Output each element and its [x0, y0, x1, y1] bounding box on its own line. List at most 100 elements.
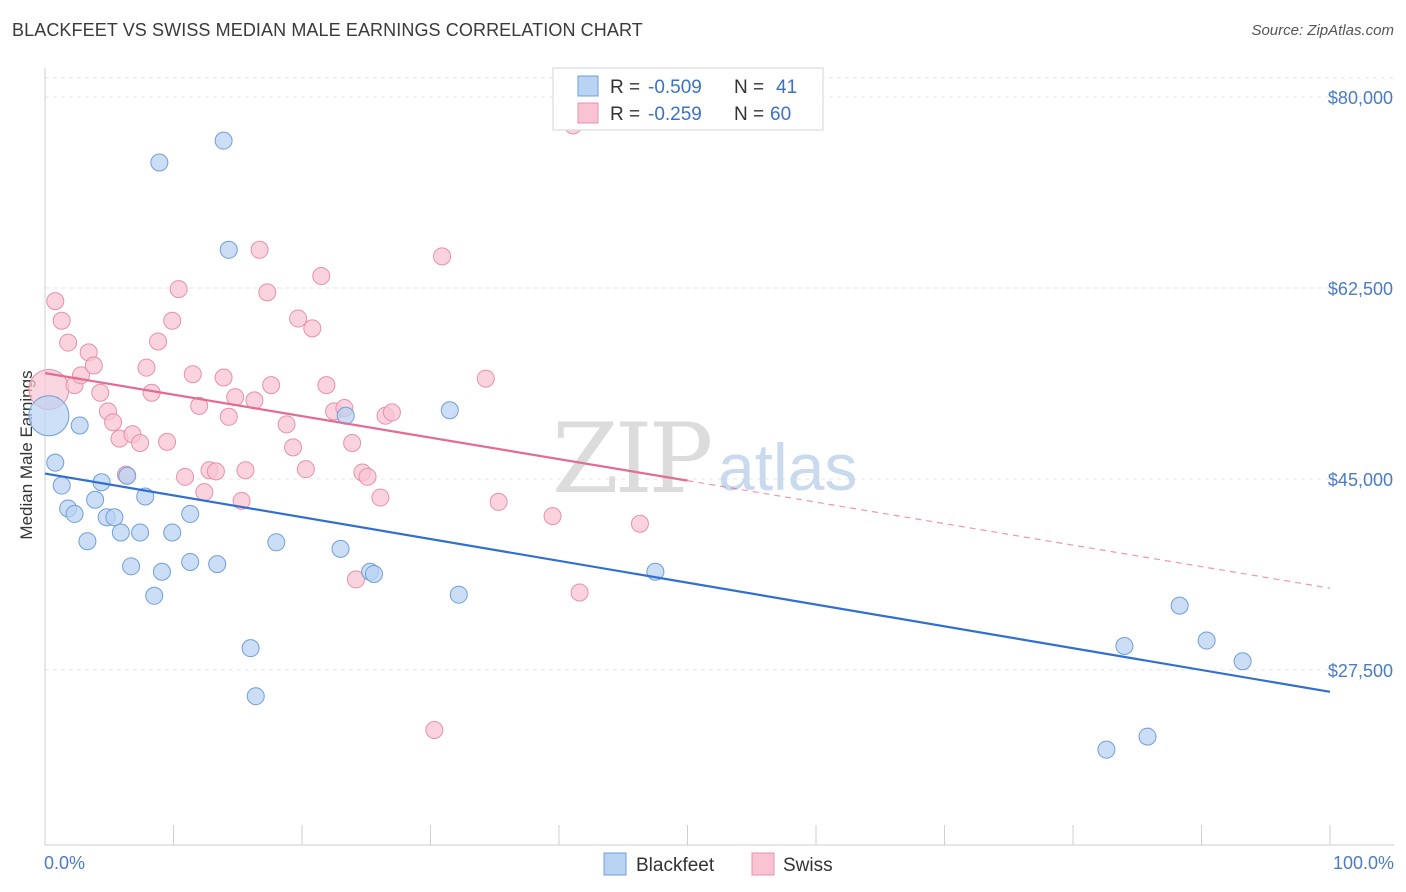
- swiss-point: [214, 368, 233, 387]
- swiss-point: [433, 247, 452, 266]
- legend-n-label-2: N =: [734, 104, 764, 125]
- legend-r-label-2: R =: [610, 104, 640, 125]
- blackfeet-point: [70, 416, 89, 435]
- blackfeet-point: [1138, 727, 1157, 746]
- blackfeet-point: [246, 687, 265, 706]
- y-tick-label: $62,500: [1328, 279, 1393, 299]
- blackfeet-point: [364, 564, 383, 583]
- bottom-legend-swatch-swiss: [751, 852, 775, 876]
- blackfeet-point: [331, 539, 350, 558]
- swiss-point: [289, 309, 308, 328]
- blackfeet-point: [449, 585, 468, 604]
- trend-lines: [44, 372, 1331, 693]
- blackfeet-point: [118, 466, 137, 485]
- blackfeet-point: [214, 131, 233, 150]
- swiss-point: [195, 483, 214, 502]
- legend-swatch-blackfeet: [577, 75, 599, 97]
- watermark-atlas: atlas: [718, 430, 857, 504]
- legend-n-label-1: N =: [734, 77, 764, 98]
- swiss-point: [346, 570, 365, 589]
- legend-r-value-1: -0.509: [648, 77, 702, 98]
- x-tick-labels: 0.0% 100.0%: [44, 853, 1394, 873]
- swiss-trend-line: [44, 372, 688, 482]
- swiss-point: [277, 415, 296, 434]
- blackfeet-point: [105, 508, 124, 527]
- swiss-point: [284, 438, 303, 457]
- data-points: [28, 116, 1252, 759]
- swiss-point: [104, 413, 123, 432]
- blackfeet-point: [78, 532, 97, 551]
- bottom-legend-swiss: Swiss: [783, 855, 833, 876]
- swiss-point: [163, 311, 182, 330]
- swiss-point: [250, 240, 269, 259]
- swiss-point: [52, 311, 71, 330]
- swiss-point: [149, 332, 168, 351]
- y-tick-label: $45,000: [1328, 470, 1393, 490]
- blackfeet-point: [219, 240, 238, 259]
- swiss-point: [84, 356, 103, 375]
- swiss-point: [371, 488, 390, 507]
- blackfeet-point: [52, 476, 71, 495]
- blackfeet-point: [267, 533, 286, 552]
- swiss-point: [219, 407, 238, 426]
- swiss-point: [183, 365, 202, 384]
- blackfeet-point: [1233, 652, 1252, 671]
- blackfeet-point: [111, 523, 130, 542]
- blackfeet-point: [131, 523, 150, 542]
- swiss-point: [489, 492, 508, 511]
- swiss-point: [236, 461, 255, 480]
- blackfeet-point: [150, 153, 169, 172]
- legend-r-label-1: R =: [610, 77, 640, 98]
- swiss-point: [258, 283, 277, 302]
- swiss-point: [296, 460, 315, 479]
- swiss-point: [206, 462, 225, 481]
- axes: [44, 68, 1394, 846]
- legend-swatch-swiss: [577, 102, 599, 124]
- blackfeet-point: [28, 395, 70, 437]
- swiss-point: [176, 467, 195, 486]
- swiss-point: [303, 319, 322, 338]
- legend-r-value-2: -0.259: [648, 104, 702, 125]
- blackfeet-trend-line: [44, 472, 1331, 693]
- watermark: ZIP atlas: [552, 403, 857, 515]
- swiss-point: [476, 369, 495, 388]
- swiss-point: [317, 376, 336, 395]
- swiss-point: [343, 433, 362, 452]
- blackfeet-point: [181, 504, 200, 523]
- legend-n-value-2: 60: [770, 104, 791, 125]
- watermark-zip: ZIP: [552, 403, 711, 515]
- swiss-point: [232, 491, 251, 510]
- swiss-point: [570, 583, 589, 602]
- blackfeet-point: [65, 504, 84, 523]
- swiss-trend-line-extrapolated: [687, 480, 1331, 589]
- swiss-point: [543, 507, 562, 526]
- swiss-point: [169, 280, 188, 299]
- source-label: Source: ZipAtlas.com: [1251, 22, 1394, 39]
- bottom-legend-swatch-blackfeet: [603, 852, 627, 876]
- swiss-point: [190, 396, 209, 415]
- blackfeet-point: [122, 557, 141, 576]
- blackfeet-point: [181, 552, 200, 571]
- y-tick-label: $27,500: [1328, 661, 1393, 681]
- grid-lines: [45, 77, 1394, 671]
- x-tick-label-end: 100.0%: [1333, 853, 1394, 873]
- bottom-legend-blackfeet: Blackfeet: [636, 855, 715, 876]
- blackfeet-point: [241, 639, 260, 658]
- blackfeet-point: [163, 523, 182, 542]
- blackfeet-point: [152, 562, 171, 581]
- blackfeet-point: [440, 401, 459, 420]
- blackfeet-point: [1170, 596, 1189, 615]
- swiss-point: [382, 403, 401, 422]
- bottom-legend: Blackfeet Swiss: [603, 852, 833, 876]
- swiss-point: [358, 467, 377, 486]
- swiss-point: [630, 514, 649, 533]
- swiss-point: [312, 266, 331, 285]
- swiss-point: [46, 292, 65, 311]
- swiss-point: [59, 333, 78, 352]
- y-tick-label: $80,000: [1328, 88, 1393, 108]
- blackfeet-point: [208, 555, 227, 574]
- blackfeet-point: [86, 490, 105, 509]
- legend-n-value-1: 41: [776, 77, 797, 98]
- blackfeet-point: [1097, 740, 1116, 759]
